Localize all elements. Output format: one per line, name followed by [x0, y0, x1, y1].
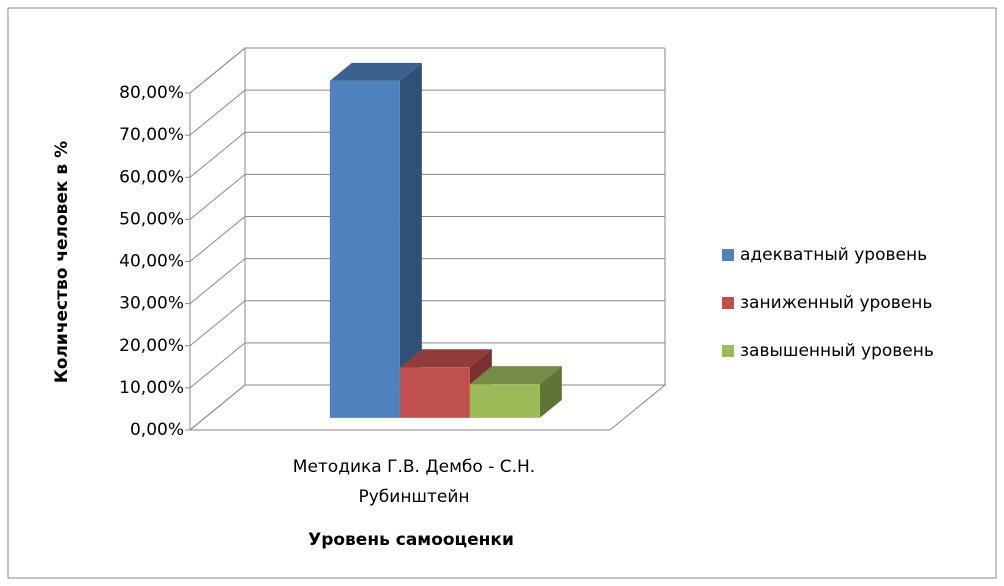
grid-line	[189, 89, 665, 136]
grid-line	[189, 216, 665, 262]
bar-top	[399, 349, 492, 368]
legend-swatch	[722, 297, 734, 309]
grid-line	[189, 342, 665, 389]
y-tick-label: 10,00%	[119, 378, 184, 398]
y-axis-title: Количество человек в %	[52, 141, 72, 383]
grid-line	[189, 258, 665, 305]
y-tick-label: 20,00%	[119, 336, 184, 356]
y-tick-label: 0,00%	[130, 420, 184, 440]
legend-label: адекватный уровень	[740, 245, 927, 265]
grid-line	[189, 173, 665, 220]
bar-top	[329, 62, 422, 81]
legend-label: заниженный уровень	[740, 293, 932, 313]
bar	[329, 80, 400, 418]
grid-line	[189, 47, 665, 94]
chart-border	[7, 7, 997, 579]
y-tick-label: 70,00%	[119, 125, 184, 145]
legend-swatch	[722, 249, 734, 261]
bar-top	[469, 366, 562, 385]
grid-line	[189, 300, 665, 347]
bar-side	[539, 366, 562, 418]
grid-line	[189, 131, 665, 178]
legend-swatch	[722, 345, 734, 357]
y-tick-label: 40,00%	[119, 252, 184, 272]
bar-side	[399, 62, 422, 418]
bar	[399, 367, 470, 418]
x-axis-title: Уровень самооценки	[308, 530, 514, 550]
y-tick-label: 50,00%	[119, 209, 184, 229]
x-tick-label: Методика Г.В. Дембо - С.Н. Рубинштейн	[292, 457, 536, 507]
y-tick-label: 80,00%	[119, 83, 184, 103]
y-tick-label: 60,00%	[119, 167, 184, 187]
y-tick-label: 30,00%	[119, 294, 184, 314]
legend-label: завышенный уровень	[740, 341, 934, 361]
bar	[469, 384, 540, 418]
